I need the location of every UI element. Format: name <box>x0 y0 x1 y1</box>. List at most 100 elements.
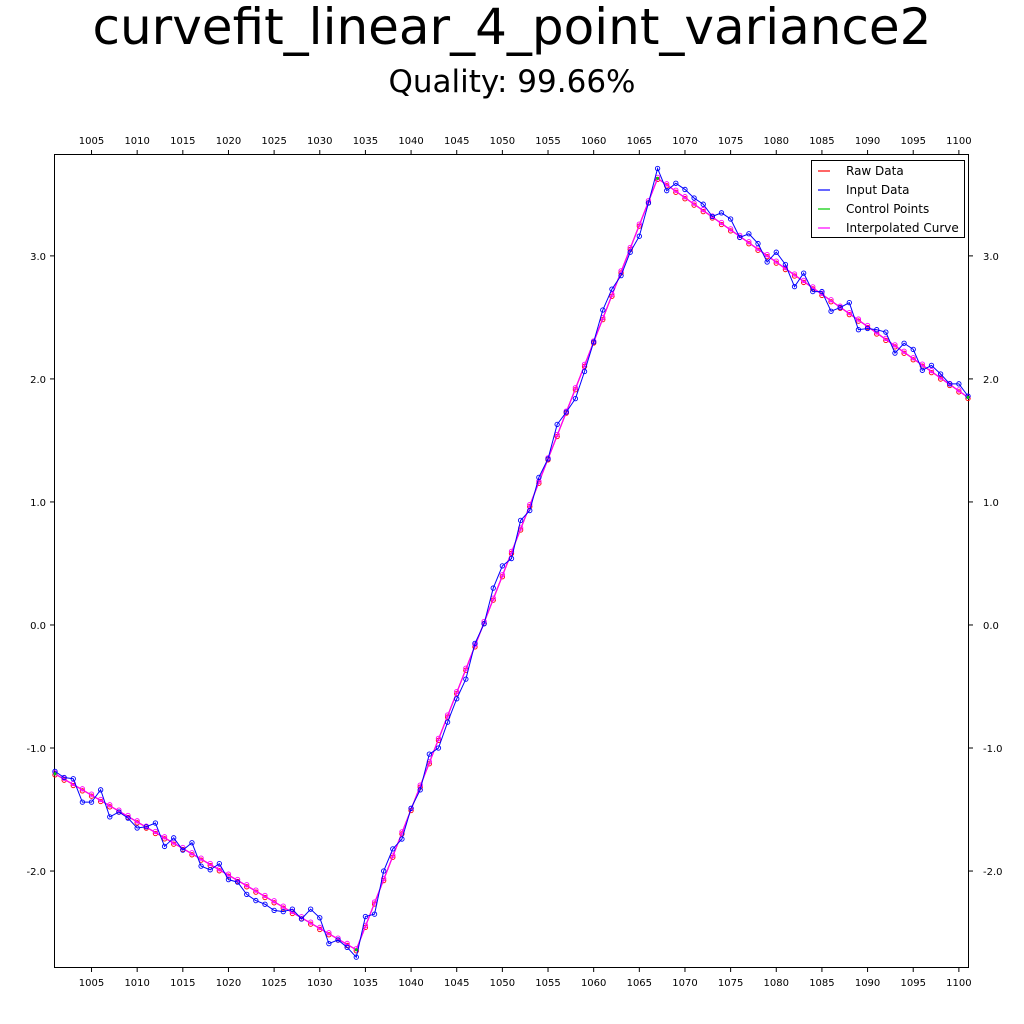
interpolated-curve-point <box>746 239 752 245</box>
input-data-point <box>664 188 670 194</box>
input-data-point <box>298 916 305 922</box>
interpolated-curve-point <box>499 572 506 578</box>
interpolated-curve-point <box>444 712 451 718</box>
input-data-point <box>125 815 131 821</box>
legend-label: Control Points <box>846 202 929 216</box>
input-data-point <box>143 824 149 830</box>
input-data-point <box>70 776 76 782</box>
interpolated-curve-point <box>454 688 460 695</box>
interpolated-curve-point <box>664 181 670 187</box>
interpolated-curve-point <box>435 735 442 742</box>
input-data-point <box>508 555 515 562</box>
input-data-point <box>819 288 825 295</box>
x-tick-label-top: 1100 <box>946 136 971 147</box>
interpolated-curve-point <box>134 818 140 824</box>
input-data-point <box>837 304 843 311</box>
input-data-point <box>371 911 378 917</box>
x-tick-label-bottom: 1020 <box>216 978 241 989</box>
control-point <box>354 948 358 952</box>
interpolated-curve-point <box>673 187 679 193</box>
x-tick-label-bottom: 1025 <box>261 978 286 989</box>
y-tick-label-left: 2.0 <box>30 375 46 386</box>
x-tick-label-bottom: 1095 <box>900 978 925 989</box>
input-data-point <box>262 901 268 907</box>
input-data-point <box>189 840 195 846</box>
input-data-point <box>88 799 95 805</box>
input-data-point <box>600 307 606 313</box>
input-data-point <box>746 231 752 237</box>
y-tick-label-left: 3.0 <box>30 252 46 263</box>
x-tick-label-bottom: 1090 <box>855 978 880 989</box>
input-data-point <box>234 879 241 885</box>
x-tick-label-top: 1080 <box>764 136 789 147</box>
interpolated-curve-point <box>855 316 862 322</box>
interpolated-curve-point <box>892 342 898 348</box>
input-data-point <box>180 847 186 853</box>
input-data-point <box>289 906 296 912</box>
input-data-point <box>609 286 615 292</box>
input-data-point <box>426 751 432 757</box>
chart-subtitle: Quality: 99.66% <box>388 64 636 100</box>
input-data-point <box>718 210 725 216</box>
interpolated-curve-point <box>572 385 579 391</box>
input-data-point <box>773 249 779 255</box>
input-data-point <box>563 409 569 415</box>
input-data-point <box>892 350 898 356</box>
interpolated-curve-point <box>271 898 277 904</box>
x-tick-label-bottom: 1100 <box>946 978 971 989</box>
input-data-point <box>527 507 533 514</box>
x-tick-label-bottom: 1065 <box>627 978 652 989</box>
interpolated-curve-point <box>326 930 332 936</box>
input-data-point <box>454 696 460 702</box>
interpolated-curve-line <box>54 177 969 951</box>
input-data-point <box>682 186 688 193</box>
input-data-point <box>791 283 798 290</box>
plot-series <box>52 165 971 960</box>
y-tick-label-right: 3.0 <box>983 252 999 263</box>
x-tick-label-bottom: 1075 <box>718 978 743 989</box>
input-data-point <box>673 180 679 186</box>
input-data-point <box>572 395 579 402</box>
interpolated-curve-point <box>307 919 314 925</box>
input-data-point <box>335 937 341 943</box>
input-data-point <box>326 940 332 947</box>
input-data-point <box>344 944 350 950</box>
control-point <box>656 176 660 180</box>
x-tick-label-bottom: 1045 <box>444 978 469 989</box>
input-data-point <box>727 216 734 222</box>
x-tick-label-top: 1095 <box>900 136 925 147</box>
x-tick-label-top: 1060 <box>581 136 606 147</box>
input-data-point <box>536 474 542 480</box>
input-data-point <box>828 308 834 314</box>
input-data-point <box>618 272 624 279</box>
x-tick-label-top: 1070 <box>672 136 697 147</box>
input-data-point <box>947 381 953 387</box>
input-data-point <box>691 195 697 201</box>
input-data-point <box>554 421 560 428</box>
input-data-point <box>810 288 816 295</box>
input-data-point <box>636 233 642 239</box>
interpolated-curve-point <box>636 221 642 227</box>
interpolated-curve-point <box>527 501 533 508</box>
x-tick-label-top: 1005 <box>79 136 104 147</box>
x-tick-label-top: 1015 <box>170 136 195 147</box>
interpolated-curve-point <box>381 875 387 882</box>
input-data-point <box>216 861 222 867</box>
input-data-point <box>645 200 652 206</box>
input-data-point <box>782 261 789 268</box>
x-tick-label-bottom: 1085 <box>809 978 834 989</box>
input-data-point <box>627 249 633 255</box>
y-tick-label-right: -1.0 <box>983 744 1003 755</box>
input-data-point <box>581 368 588 375</box>
input-data-point <box>152 820 159 826</box>
input-data-point <box>198 863 204 869</box>
legend-box <box>811 160 965 238</box>
interpolated-curve-point <box>791 271 798 277</box>
input-data-point <box>654 165 661 172</box>
interpolated-curve-point <box>864 322 871 329</box>
input-data-point <box>417 787 423 793</box>
input-data-point <box>591 339 597 345</box>
input-data-point <box>79 799 86 805</box>
input-data-point <box>874 327 880 333</box>
x-tick-label-top: 1085 <box>809 136 834 147</box>
